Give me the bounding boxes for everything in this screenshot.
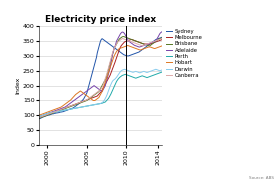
Line: Darwin: Darwin: [39, 69, 162, 117]
Brisbane: [157, 38, 161, 40]
Brisbane: [141, 43, 145, 45]
Perth: [141, 75, 144, 77]
Perth: [123, 74, 126, 76]
Sydney: [96, 49, 100, 51]
Perth: [149, 75, 152, 77]
Darwin: [124, 69, 127, 71]
Adelaide: [147, 43, 150, 45]
Line: Melbourne: Melbourne: [39, 40, 162, 118]
Perth: [147, 76, 150, 78]
Melbourne: [123, 41, 126, 43]
Melbourne: [129, 39, 133, 41]
Adelaide: [157, 35, 160, 38]
Melbourne: [37, 117, 40, 119]
Darwin: [148, 71, 151, 73]
Hobart: [123, 46, 126, 48]
Line: Sydney: Sydney: [39, 37, 162, 119]
Legend: Sydney, Melbourne, Brisbane, Adelaide, Perth, Hobart, Darwin, Canberra: Sydney, Melbourne, Brisbane, Adelaide, P…: [166, 29, 202, 78]
Brisbane: [149, 44, 153, 46]
Canberra: [96, 91, 100, 93]
Sydney: [123, 54, 126, 56]
Adelaide: [141, 45, 144, 47]
Melbourne: [149, 43, 153, 45]
Darwin: [96, 103, 100, 105]
Brisbane: [124, 36, 127, 38]
Canberra: [149, 42, 152, 44]
Melbourne: [148, 43, 151, 45]
Line: Brisbane: Brisbane: [39, 37, 162, 118]
Sydney: [37, 118, 40, 120]
Hobart: [141, 48, 145, 50]
Sydney: [157, 38, 160, 40]
Adelaide: [37, 116, 40, 118]
Melbourne: [161, 39, 164, 41]
Perth: [161, 71, 164, 73]
Adelaide: [161, 30, 164, 33]
Hobart: [148, 46, 151, 48]
Melbourne: [141, 43, 145, 45]
Hobart: [37, 114, 40, 116]
Text: Source: ABS: Source: ABS: [249, 176, 274, 180]
Brisbane: [96, 91, 100, 93]
Line: Canberra: Canberra: [39, 38, 162, 118]
Darwin: [37, 116, 40, 118]
Melbourne: [157, 40, 161, 42]
Canberra: [147, 42, 150, 44]
Title: Electricity price index: Electricity price index: [45, 15, 156, 24]
Line: Hobart: Hobart: [39, 46, 162, 115]
Canberra: [37, 117, 40, 119]
Hobart: [149, 46, 153, 48]
Darwin: [141, 71, 145, 73]
Line: Adelaide: Adelaide: [39, 31, 162, 117]
Canberra: [161, 37, 164, 39]
Brisbane: [148, 45, 151, 47]
Darwin: [157, 69, 161, 71]
Adelaide: [149, 42, 152, 44]
Perth: [157, 72, 160, 75]
Darwin: [149, 70, 153, 72]
Adelaide: [123, 33, 126, 35]
Sydney: [147, 44, 150, 46]
Canberra: [157, 39, 160, 41]
Brisbane: [121, 35, 125, 38]
Hobart: [126, 44, 129, 47]
Darwin: [161, 69, 164, 71]
Adelaide: [96, 87, 100, 90]
Hobart: [157, 46, 161, 48]
Line: Perth: Perth: [39, 72, 162, 117]
Melbourne: [96, 94, 100, 96]
Brisbane: [161, 37, 164, 39]
Perth: [96, 103, 100, 105]
Hobart: [96, 97, 100, 99]
Perth: [37, 116, 40, 118]
Hobart: [161, 45, 164, 47]
Brisbane: [37, 117, 40, 119]
Sydney: [161, 36, 164, 38]
Darwin: [123, 68, 126, 70]
Canberra: [141, 45, 144, 47]
Sydney: [141, 49, 144, 51]
Y-axis label: Index: Index: [15, 77, 20, 94]
Canberra: [123, 38, 126, 40]
Sydney: [149, 43, 152, 45]
